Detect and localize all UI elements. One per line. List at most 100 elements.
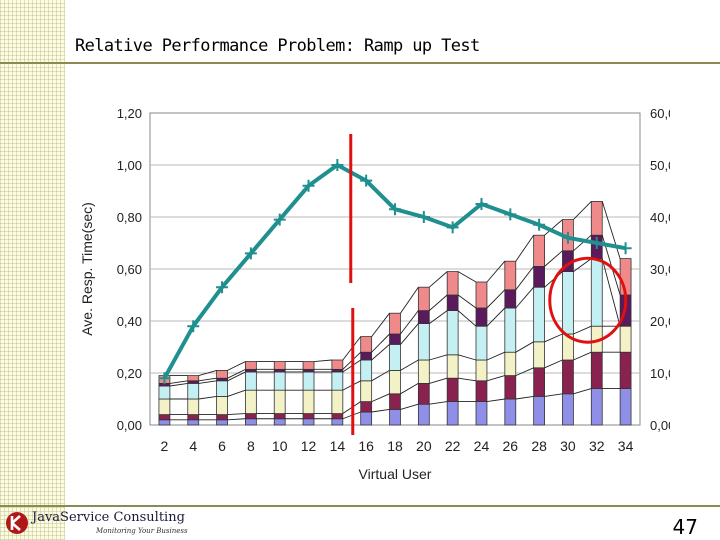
stacked-bar-segment xyxy=(417,323,430,361)
stacked-bar-segment xyxy=(187,382,200,400)
stacked-bar-segment xyxy=(533,234,545,267)
layer-connector xyxy=(515,367,534,377)
layer-connector xyxy=(573,201,592,220)
layer-connector xyxy=(544,359,563,369)
layer-connector xyxy=(371,408,390,413)
stacked-bar-segment xyxy=(504,351,517,377)
stacked-bar-segment xyxy=(590,351,603,390)
response-time-point xyxy=(158,372,171,385)
stacked-bar-segment xyxy=(245,361,257,370)
y2-tick-label: 20,00 xyxy=(650,314,670,329)
company-logo: JavaService Consulting Monitoring Your B… xyxy=(4,508,194,538)
layer-connector xyxy=(429,294,448,311)
layer-connector xyxy=(429,401,448,405)
x-tick-label: 26 xyxy=(503,438,519,454)
stacked-bar-segment xyxy=(475,359,488,382)
stacked-bar-segment xyxy=(417,382,430,405)
x-tick-label: 4 xyxy=(189,438,197,454)
stacked-bar-segment xyxy=(158,398,171,416)
response-time-point xyxy=(273,213,286,226)
y2-tick-label: 60,00 xyxy=(650,106,670,121)
layer-connector xyxy=(544,393,563,397)
layer-connector xyxy=(544,219,563,236)
response-time-point xyxy=(590,237,603,249)
stacked-bar-segment xyxy=(417,310,430,325)
response-time-point xyxy=(360,174,373,187)
ramp-up-chart: 0,00 0,20 0,40 0,60 0,80 1,00 1,20 0,00 10,00 20,… xyxy=(79,106,670,482)
stacked-bar-segment xyxy=(446,271,459,296)
stacked-bar-segment xyxy=(533,395,545,426)
stacked-bar-segment xyxy=(590,258,603,327)
layer-connector xyxy=(429,354,448,361)
layer-connector xyxy=(198,369,217,377)
stacked-bar-segment xyxy=(273,413,286,420)
response-time-point xyxy=(619,242,632,255)
y-axis-label: Ave. Resp. Time(sec) xyxy=(79,202,95,336)
stacked-bar-segment xyxy=(158,419,171,426)
stacked-bar-segment xyxy=(504,260,517,291)
y-tick-label: 0,00 xyxy=(117,418,142,433)
stacked-bar-segment xyxy=(475,401,488,426)
response-time-point xyxy=(244,247,257,260)
x-tick-label: 20 xyxy=(416,438,432,454)
response-time-point xyxy=(216,281,229,294)
y-tick-label: 0,40 xyxy=(117,314,142,329)
y-tick-label: 1,20 xyxy=(117,106,142,121)
layer-connector xyxy=(486,260,506,283)
stacked-bar-segment xyxy=(187,414,200,421)
stacked-bar-segment xyxy=(360,411,373,426)
stacked-bar-segment xyxy=(417,403,430,426)
x-tick-label: 28 xyxy=(531,438,547,454)
stacked-bar-segment xyxy=(590,201,603,236)
stacked-bar-segment xyxy=(504,289,517,309)
layer-connector xyxy=(400,403,419,410)
layer-connector xyxy=(371,393,390,403)
layer-connector xyxy=(227,371,246,382)
layer-connector xyxy=(227,368,246,379)
stacked-bar-segment xyxy=(273,371,286,391)
response-time-point xyxy=(417,211,430,223)
stacked-bar-segment xyxy=(389,343,401,371)
layer-connector xyxy=(515,286,534,309)
stacked-bar-segment xyxy=(245,371,257,391)
layer-connector xyxy=(198,395,217,400)
logo-tagline: Monitoring Your Business xyxy=(96,527,188,535)
response-time-point xyxy=(187,320,200,333)
layer-connector xyxy=(371,344,390,361)
stacked-bar-segment xyxy=(216,380,228,397)
stacked-bar-segment xyxy=(187,398,200,416)
stacked-bar-segment xyxy=(331,359,344,370)
layer-connector xyxy=(198,380,217,384)
stacked-bar-segment xyxy=(475,307,488,327)
stacked-bar-segment xyxy=(187,375,200,382)
stacked-bar-segment xyxy=(273,361,286,370)
stacked-bar-segment xyxy=(302,361,315,370)
stacked-bar-segment xyxy=(302,418,315,426)
layer-connector xyxy=(227,413,246,416)
top-divider xyxy=(0,62,720,64)
layer-connector xyxy=(371,333,390,353)
layer-connector xyxy=(515,234,535,262)
layer-connector xyxy=(400,286,419,314)
stacked-bar-segment xyxy=(389,408,401,426)
layer-connector xyxy=(573,325,592,335)
layer-connector xyxy=(429,377,448,384)
y-tick-label: 0,20 xyxy=(117,366,142,381)
layer-connector xyxy=(400,323,419,345)
stacked-bar-segment xyxy=(562,271,574,335)
x-tick-label: 14 xyxy=(330,438,346,454)
layer-connector xyxy=(429,271,448,288)
stacked-bar-segment xyxy=(417,286,430,311)
x-tick-label: 22 xyxy=(445,438,461,454)
response-time-point xyxy=(504,208,517,221)
layer-connector xyxy=(486,307,506,327)
y2-tick-label: 40,00 xyxy=(650,210,670,225)
stacked-bar-segment xyxy=(533,286,545,343)
stacked-bar-segment xyxy=(446,354,459,379)
layer-connector xyxy=(169,382,188,387)
stacked-bar-segment xyxy=(389,312,401,335)
stacked-bar-segment xyxy=(504,375,517,400)
layer-connector xyxy=(573,351,592,361)
stacked-bar-segment xyxy=(245,389,257,414)
stacked-bar-segment xyxy=(158,414,171,421)
